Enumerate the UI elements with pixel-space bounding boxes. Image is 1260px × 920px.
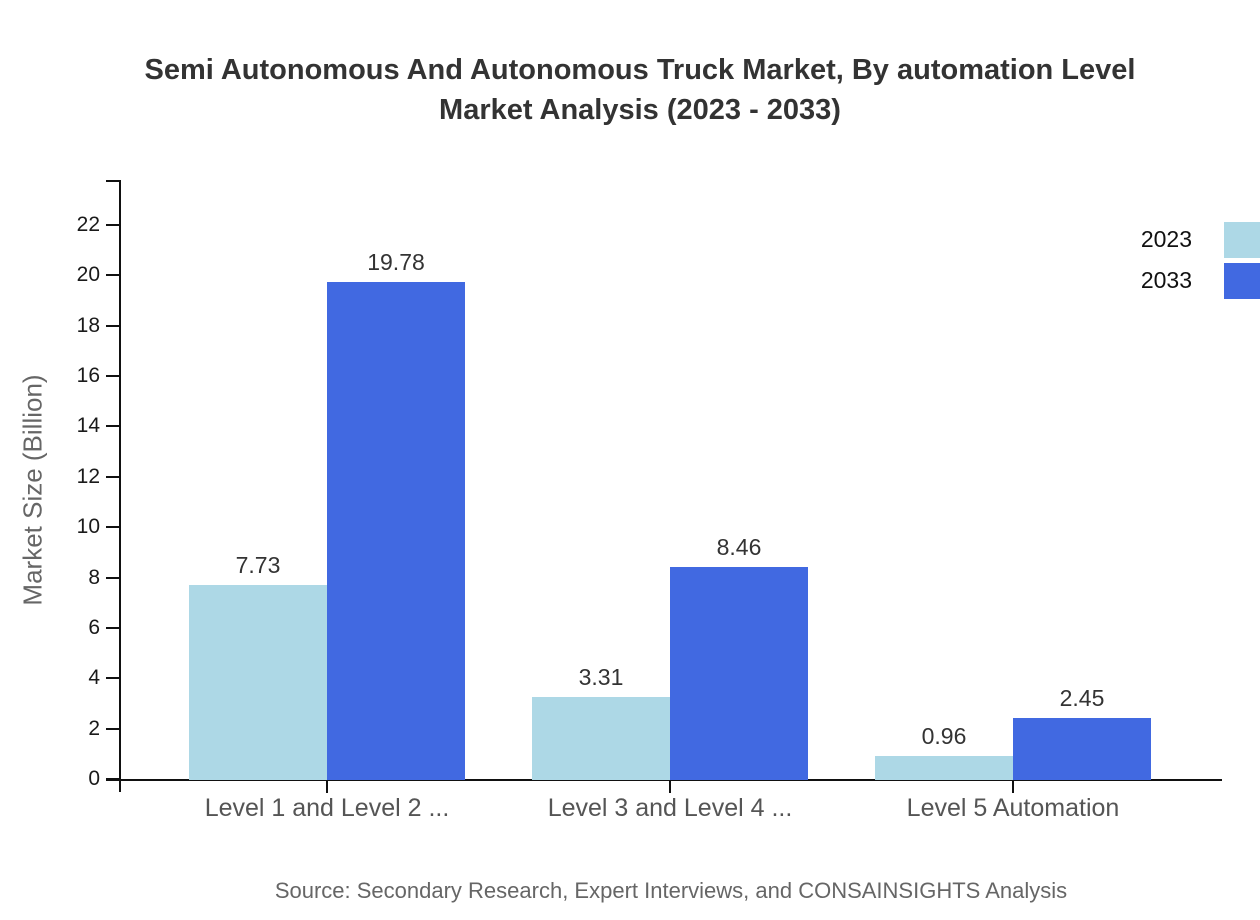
y-tick-label: 2 — [88, 716, 100, 740]
y-tick-label: 14 — [76, 414, 100, 438]
bar-2023-1 — [532, 697, 670, 780]
bar-2033-1 — [670, 567, 808, 780]
y-tick-label: 16 — [76, 364, 100, 388]
legend-swatch-2023 — [1224, 221, 1260, 258]
bar-2033-2 — [1013, 718, 1151, 780]
y-tick — [106, 475, 120, 478]
bar-value-label: 0.96 — [921, 723, 967, 749]
chart-title-line2: Market Analysis (2023 - 2033) — [439, 94, 841, 126]
legend: 2023 2033 — [1128, 219, 1260, 301]
x-axis-label: Level 3 and Level 4 ... — [547, 794, 793, 822]
y-tick — [106, 778, 120, 780]
legend-swatch-2033 — [1224, 262, 1260, 299]
y-tick — [106, 576, 120, 579]
bar-value-label: 8.46 — [716, 534, 762, 560]
x-axis-line — [106, 779, 1222, 781]
legend-item-2023: 2023 — [1128, 219, 1260, 260]
bar-2033-0 — [327, 282, 465, 780]
bar-value-label: 19.78 — [367, 249, 425, 275]
y-tick-label: 6 — [88, 615, 100, 639]
y-tick — [106, 425, 120, 428]
x-axis-label: Level 1 and Level 2 ... — [204, 794, 450, 822]
bar-value-label: 7.73 — [235, 552, 281, 578]
y-tick — [106, 274, 120, 277]
y-tick — [106, 375, 120, 378]
bar-value-label: 3.31 — [578, 664, 624, 690]
y-tick — [106, 626, 120, 629]
x-tick — [326, 781, 328, 793]
legend-label-2033: 2033 — [1140, 267, 1192, 293]
bar-2023-2 — [875, 756, 1013, 780]
y-tick-label: 22 — [76, 213, 100, 237]
y-tick — [106, 324, 120, 327]
x-tick — [669, 781, 671, 793]
y-tick — [106, 677, 120, 680]
bar-value-label: 2.45 — [1059, 685, 1105, 711]
y-tick-label: 8 — [88, 565, 100, 589]
x-tick — [1012, 781, 1014, 793]
source-note: Source: Secondary Research, Expert Inter… — [274, 878, 1068, 903]
y-tick-label: 0 — [88, 767, 100, 790]
y-tick-label: 4 — [88, 666, 100, 690]
x-axis-label: Level 5 Automation — [906, 794, 1120, 822]
chart-title-line1: Semi Autonomous And Autonomous Truck Mar… — [144, 54, 1136, 86]
y-tick — [106, 727, 120, 730]
y-axis-line — [119, 180, 121, 792]
y-tick — [106, 224, 120, 227]
chart-title: Semi Autonomous And Autonomous Truck Mar… — [60, 50, 1220, 130]
y-tick-label: 10 — [76, 515, 100, 539]
y-tick-label: 12 — [76, 464, 100, 488]
y-tick-label: 18 — [76, 313, 100, 337]
bar-2023-0 — [189, 585, 327, 780]
y-axis-top-tick — [106, 180, 120, 182]
y-tick — [106, 526, 120, 529]
legend-label-2023: 2023 — [1140, 226, 1192, 252]
legend-item-2033: 2033 — [1128, 260, 1260, 301]
y-tick-label: 20 — [76, 263, 100, 287]
